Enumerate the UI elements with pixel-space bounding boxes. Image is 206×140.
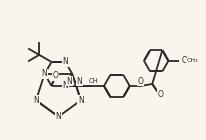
Text: N: N <box>62 57 68 66</box>
Text: CH: CH <box>89 78 98 84</box>
Text: O: O <box>53 71 58 80</box>
Text: O: O <box>138 77 144 86</box>
Text: N: N <box>62 81 68 90</box>
Text: N: N <box>56 112 61 121</box>
Text: O: O <box>157 90 163 99</box>
Text: N: N <box>42 69 47 78</box>
Text: N: N <box>33 96 39 105</box>
Text: O: O <box>181 56 187 65</box>
Text: CH₃: CH₃ <box>186 58 198 63</box>
Text: N: N <box>66 77 72 86</box>
Text: N: N <box>78 96 84 105</box>
Text: N: N <box>77 77 82 86</box>
